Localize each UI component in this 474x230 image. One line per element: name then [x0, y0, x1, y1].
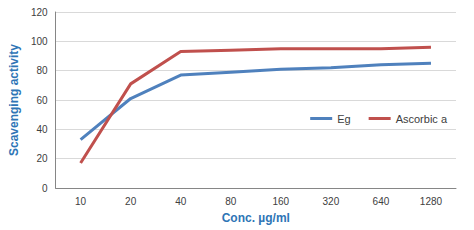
svg-text:120: 120 — [31, 7, 48, 18]
svg-text:640: 640 — [373, 196, 390, 207]
svg-text:160: 160 — [272, 196, 289, 207]
svg-text:0: 0 — [42, 183, 48, 194]
svg-text:Conc. µg/ml: Conc. µg/ml — [222, 211, 290, 225]
svg-text:320: 320 — [323, 196, 340, 207]
svg-text:Ascorbic a: Ascorbic a — [396, 113, 448, 125]
svg-text:Eg: Eg — [337, 113, 350, 125]
svg-text:10: 10 — [75, 196, 87, 207]
svg-text:20: 20 — [125, 196, 137, 207]
svg-text:80: 80 — [225, 196, 237, 207]
svg-text:60: 60 — [36, 95, 48, 106]
svg-text:80: 80 — [36, 65, 48, 76]
svg-text:20: 20 — [36, 153, 48, 164]
svg-text:40: 40 — [36, 124, 48, 135]
svg-text:Scavenging activity: Scavenging activity — [7, 44, 21, 156]
svg-text:40: 40 — [175, 196, 187, 207]
svg-text:100: 100 — [31, 36, 48, 47]
svg-text:1280: 1280 — [420, 196, 443, 207]
